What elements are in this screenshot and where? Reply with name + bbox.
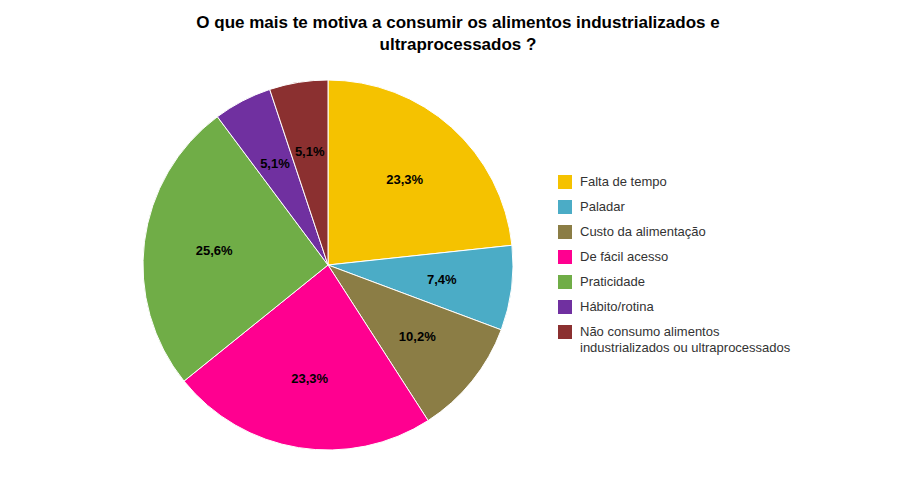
html-text:Falta de tempo: Falta de tempo bbox=[580, 174, 667, 189]
html-text:O que mais te motiva a consumi: O que mais te motiva a consumir os alime… bbox=[196, 13, 720, 54]
svg-text:23,3%: 23,3% bbox=[386, 172, 423, 187]
html-text:Paladar: Paladar bbox=[580, 199, 625, 214]
html-text:Custo da alimentação: Custo da alimentação bbox=[580, 224, 706, 239]
svg-text:25,6%: 25,6% bbox=[196, 243, 233, 258]
html-text:Hábito/rotina: Hábito/rotina bbox=[580, 299, 654, 314]
svg-text:5,1%: 5,1% bbox=[260, 156, 290, 171]
html-text:Não consumo alimentos industri: Não consumo alimentos industrializados o… bbox=[580, 324, 791, 355]
svg-text:10,2%: 10,2% bbox=[399, 329, 436, 344]
html-text:De fácil acesso: De fácil acesso bbox=[580, 249, 669, 264]
svg-text:23,3%: 23,3% bbox=[291, 371, 328, 386]
svg-text:5,1%: 5,1% bbox=[295, 144, 325, 159]
svg-text:7,4%: 7,4% bbox=[427, 272, 457, 287]
html-text:Praticidade: Praticidade bbox=[580, 274, 645, 289]
